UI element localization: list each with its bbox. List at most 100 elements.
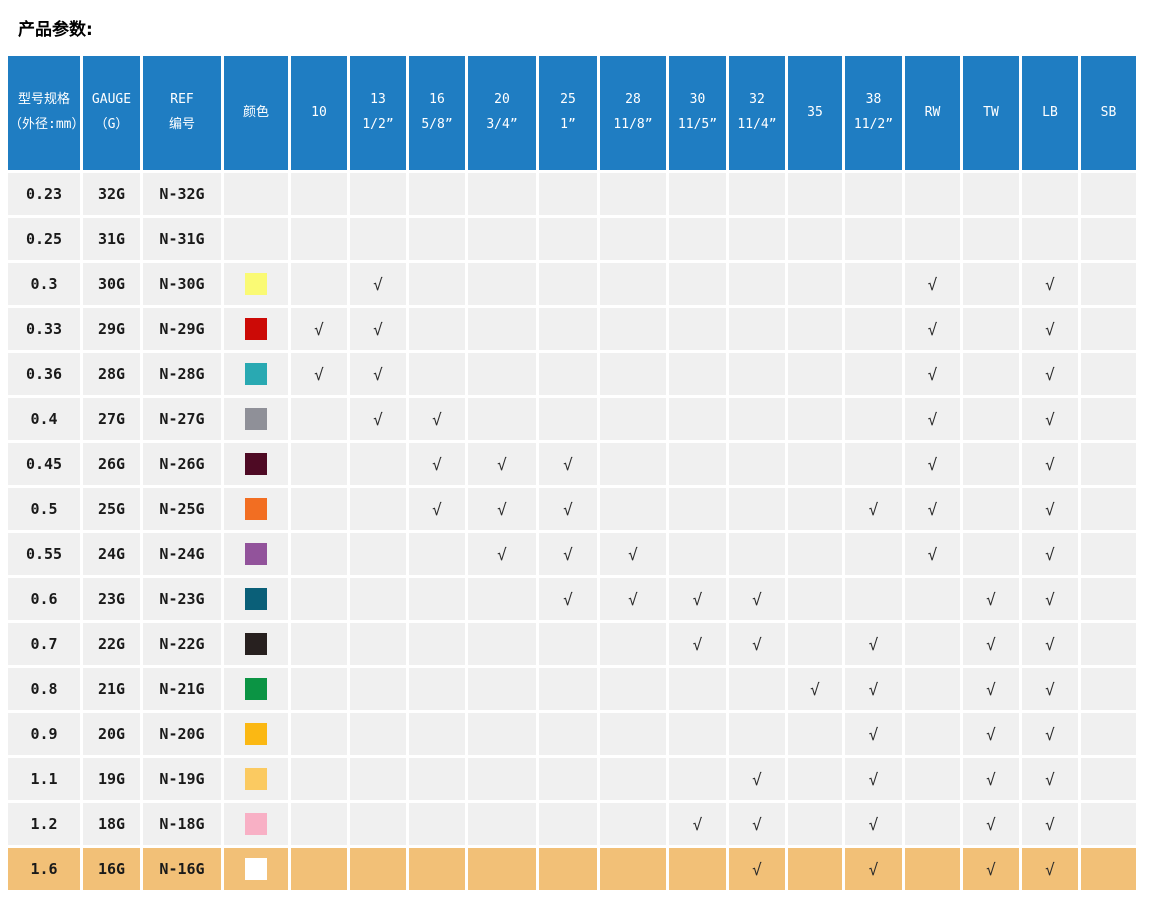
check-cell-TW: √ [963, 848, 1019, 890]
check-cell-LB: √ [1022, 713, 1078, 755]
check-cell-LB [1022, 173, 1078, 215]
ref-cell: N-20G [143, 713, 221, 755]
check-cell-RW [905, 218, 960, 260]
ref-cell: N-32G [143, 173, 221, 215]
ref-cell: N-18G [143, 803, 221, 845]
check-cell-38: √ [845, 848, 902, 890]
check-cell-25 [539, 758, 597, 800]
check-cell-16 [409, 533, 465, 575]
check-cell-10 [291, 713, 347, 755]
check-cell-25 [539, 263, 597, 305]
header-cell-size-13: 13 1/2” [350, 56, 406, 170]
check-cell-13 [350, 578, 406, 620]
check-cell-13: √ [350, 263, 406, 305]
check-cell-32: √ [729, 578, 785, 620]
check-cell-38 [845, 308, 902, 350]
check-cell-SB [1081, 803, 1136, 845]
check-cell-28 [600, 848, 666, 890]
check-cell-13 [350, 848, 406, 890]
check-cell-25 [539, 713, 597, 755]
color-swatch [245, 498, 267, 520]
gauge-cell: 27G [83, 398, 140, 440]
color-cell [224, 263, 288, 305]
check-cell-LB: √ [1022, 488, 1078, 530]
check-cell-13 [350, 713, 406, 755]
check-cell-SB [1081, 713, 1136, 755]
check-cell-16: √ [409, 488, 465, 530]
header-cell-size-LB: LB [1022, 56, 1078, 170]
check-cell-25 [539, 308, 597, 350]
check-cell-SB [1081, 758, 1136, 800]
table-row: 1.6 16G N-16G √ √ √ √ [8, 848, 1136, 890]
color-cell [224, 758, 288, 800]
gauge-cell: 26G [83, 443, 140, 485]
check-cell-32 [729, 668, 785, 710]
check-cell-25: √ [539, 533, 597, 575]
check-cell-TW [963, 488, 1019, 530]
model-cell: 1.1 [8, 758, 80, 800]
check-cell-35: √ [788, 668, 842, 710]
color-cell [224, 353, 288, 395]
check-cell-13 [350, 443, 406, 485]
check-cell-SB [1081, 623, 1136, 665]
color-swatch [245, 408, 267, 430]
check-cell-RW: √ [905, 398, 960, 440]
check-cell-RW [905, 758, 960, 800]
check-cell-RW [905, 803, 960, 845]
check-cell-32: √ [729, 623, 785, 665]
check-cell-30: √ [669, 578, 726, 620]
check-cell-20 [468, 713, 536, 755]
header-cell-size-25: 25 1” [539, 56, 597, 170]
check-cell-16 [409, 668, 465, 710]
header-cell-size-20: 20 3/4” [468, 56, 536, 170]
check-cell-10 [291, 848, 347, 890]
check-cell-LB: √ [1022, 308, 1078, 350]
color-swatch [245, 543, 267, 565]
check-cell-RW: √ [905, 443, 960, 485]
check-cell-38 [845, 353, 902, 395]
check-cell-30 [669, 398, 726, 440]
gauge-cell: 29G [83, 308, 140, 350]
check-cell-TW [963, 443, 1019, 485]
check-cell-20: √ [468, 443, 536, 485]
check-cell-20 [468, 803, 536, 845]
check-cell-LB: √ [1022, 533, 1078, 575]
check-cell-25 [539, 623, 597, 665]
color-cell [224, 488, 288, 530]
color-swatch [245, 678, 267, 700]
check-cell-35 [788, 308, 842, 350]
model-cell: 0.55 [8, 533, 80, 575]
check-cell-30 [669, 443, 726, 485]
check-cell-30 [669, 713, 726, 755]
header-cell-size-30: 30 11/5” [669, 56, 726, 170]
check-cell-TW [963, 353, 1019, 395]
check-cell-30 [669, 533, 726, 575]
check-cell-10 [291, 398, 347, 440]
check-cell-20: √ [468, 533, 536, 575]
check-cell-TW: √ [963, 668, 1019, 710]
check-cell-38 [845, 443, 902, 485]
check-cell-10: √ [291, 353, 347, 395]
check-cell-LB: √ [1022, 803, 1078, 845]
gauge-cell: 18G [83, 803, 140, 845]
color-cell [224, 308, 288, 350]
color-swatch [245, 858, 267, 880]
page-title: 产品参数: [18, 20, 93, 40]
check-cell-13 [350, 758, 406, 800]
check-cell-35 [788, 218, 842, 260]
check-cell-SB [1081, 173, 1136, 215]
check-cell-16 [409, 803, 465, 845]
gauge-cell: 16G [83, 848, 140, 890]
check-cell-35 [788, 758, 842, 800]
table-row: 0.4 27G N-27G √ √ √ √ [8, 398, 1136, 440]
check-cell-16: √ [409, 443, 465, 485]
color-swatch [245, 633, 267, 655]
check-cell-35 [788, 623, 842, 665]
check-cell-RW [905, 713, 960, 755]
gauge-cell: 28G [83, 353, 140, 395]
model-cell: 0.3 [8, 263, 80, 305]
check-cell-RW [905, 578, 960, 620]
check-cell-35 [788, 803, 842, 845]
check-cell-28 [600, 263, 666, 305]
check-cell-25 [539, 803, 597, 845]
